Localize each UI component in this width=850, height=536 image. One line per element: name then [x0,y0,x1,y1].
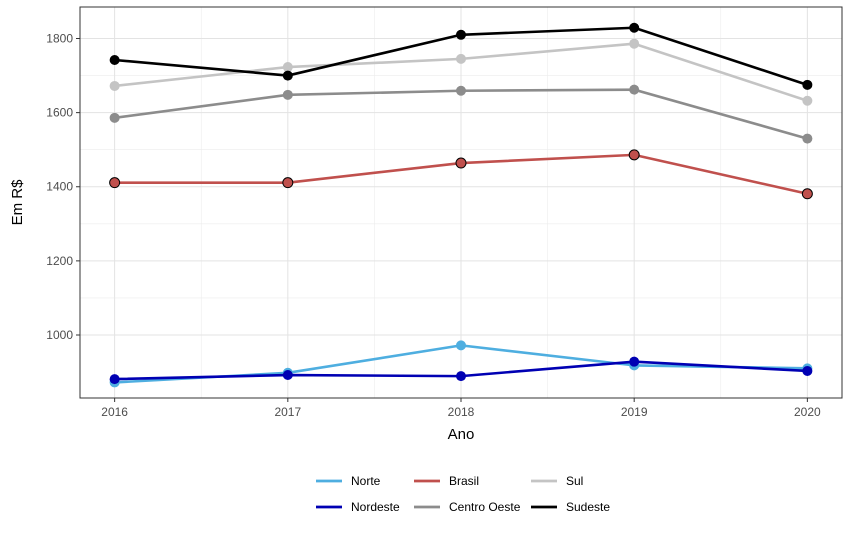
data-point-sudeste [282,70,293,81]
x-tick-label: 2016 [101,405,128,419]
y-axis: 1000 1200 1400 1600 1800 [46,32,80,342]
data-point-sul [456,53,466,64]
data-point-nordeste [802,365,813,376]
series-sudeste [109,22,813,90]
data-point-sul [109,80,120,91]
x-tick-label: 2019 [621,405,648,419]
legend-label-norte: Norte [351,474,381,488]
x-tick-label: 2018 [448,405,475,419]
x-axis: 2016 2017 2018 2019 2020 [101,398,821,419]
legend-item-norte: Norte [316,474,381,488]
y-tick-label: 1800 [46,32,73,46]
data-point-sudeste [629,22,640,33]
data-point-sudeste [802,79,813,90]
data-point-sul [282,62,293,73]
legend-label-sul: Sul [566,474,583,488]
data-point-centro-oeste [629,84,640,95]
legend-label-centro-oeste: Centro Oeste [449,500,521,514]
y-tick-label: 1600 [46,106,73,120]
legend-label-sudeste: Sudeste [566,500,610,514]
data-point-nordeste [109,374,120,385]
y-tick-label: 1400 [46,180,73,194]
series-brasil [109,149,813,200]
series-centro-oeste [109,84,813,144]
y-tick-label: 1200 [46,254,73,268]
x-axis-title: Ano [448,426,475,443]
legend-item-brasil: Brasil [414,474,479,488]
legend-item-sudeste: Sudeste [531,500,610,514]
data-point-centro-oeste [282,89,293,100]
data-point-sudeste [456,29,466,40]
data-point-brasil [455,157,467,169]
data-point-norte [456,340,466,351]
y-tick-label: 1000 [46,328,73,342]
legend-label-nordeste: Nordeste [351,500,400,514]
data-point-centro-oeste [109,112,120,123]
x-tick-label: 2017 [274,405,301,419]
data-point-sul [629,38,640,49]
legend-item-centro-oeste: Centro Oeste [414,500,521,514]
data-point-nordeste [282,370,293,381]
data-point-brasil [282,177,294,189]
data-point-centro-oeste [802,133,813,144]
data-point-brasil [801,188,813,200]
legend-item-sul: Sul [531,474,583,488]
data-point-nordeste [456,371,466,382]
series-sul [109,38,813,106]
legend-item-nordeste: Nordeste [316,500,400,514]
legend: Norte Nordeste Brasil Centro Oeste Sul Sudest… [316,474,610,514]
data-point-sul [802,95,813,106]
x-tick-label: 2020 [794,405,821,419]
data-point-brasil [109,177,121,189]
data-point-sudeste [109,54,120,65]
y-axis-title: Em R$ [9,179,26,226]
series-nordeste [109,356,813,385]
legend-label-brasil: Brasil [449,474,479,488]
data-point-centro-oeste [456,85,466,96]
series-layer [109,22,813,388]
data-point-nordeste [629,356,640,367]
data-point-brasil [628,149,640,161]
